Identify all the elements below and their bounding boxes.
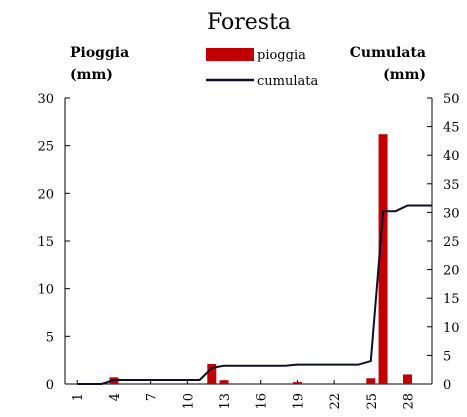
- y-right-tick-label: 40: [443, 149, 460, 164]
- y-left-tick-label: 15: [37, 235, 54, 250]
- x-tick-label: 22: [328, 393, 343, 410]
- x-tick-label: 28: [402, 393, 417, 410]
- chart-title: Foresta: [207, 10, 291, 35]
- y-left-tick-label: 5: [46, 330, 54, 345]
- y-right-tick-label: 5: [443, 349, 451, 364]
- y-left-tick-label: 30: [37, 92, 54, 107]
- x-tick-label: 10: [181, 393, 196, 410]
- line-cumulata: [77, 204, 432, 385]
- y-right-tick-label: 35: [443, 178, 460, 193]
- y-right-tick-label: 10: [443, 321, 460, 336]
- bar-pioggia: [378, 134, 388, 384]
- y-right-tick-label: 0: [443, 378, 451, 393]
- y-right-tick-label: 15: [443, 292, 460, 307]
- y-left-tick-label: 25: [37, 140, 54, 155]
- x-tick-label: 7: [145, 393, 160, 401]
- bar-pioggia: [219, 380, 229, 384]
- y-right-tick-label: 45: [443, 121, 460, 136]
- y-right-tick-label: 50: [443, 92, 460, 107]
- x-tick-label: 13: [218, 393, 233, 410]
- y-right-axis-title-line2: (mm): [383, 67, 426, 83]
- bar-pioggia: [366, 378, 376, 384]
- y-left-tick-label: 20: [37, 187, 54, 202]
- y-right-axis-title-line1: Cumulata: [350, 45, 426, 61]
- x-tick-label: 19: [291, 393, 306, 410]
- x-tick-label: 1: [71, 393, 86, 401]
- legend-label-pioggia: pioggia: [257, 48, 306, 63]
- bar-pioggia: [403, 374, 413, 384]
- x-tick-label: 16: [255, 393, 270, 410]
- y-left-tick-label: 0: [46, 378, 54, 393]
- legend-label-cumulata: cumulata: [257, 74, 318, 89]
- y-right-tick-label: 30: [443, 206, 460, 221]
- bar-pioggia: [292, 382, 302, 384]
- legend: pioggia cumulata: [206, 48, 318, 89]
- bar-pioggia: [207, 363, 217, 384]
- x-tick-label: 4: [108, 393, 123, 401]
- y-right-tick-label: 20: [443, 264, 460, 279]
- y-left-tick-label: 10: [37, 283, 54, 298]
- plot-area: 0 5 10 15 20 25 30 0 5 10 15 20 25 30 35 40 45 50 1 4 7 10 13 1…: [37, 92, 459, 410]
- legend-swatch-pioggia: [206, 48, 254, 61]
- y-left-axis-title-line2: (mm): [70, 67, 113, 83]
- y-left-axis-title-line1: Pioggia: [70, 45, 129, 61]
- y-right-tick-label: 25: [443, 235, 460, 250]
- x-tick-label: 25: [365, 393, 380, 410]
